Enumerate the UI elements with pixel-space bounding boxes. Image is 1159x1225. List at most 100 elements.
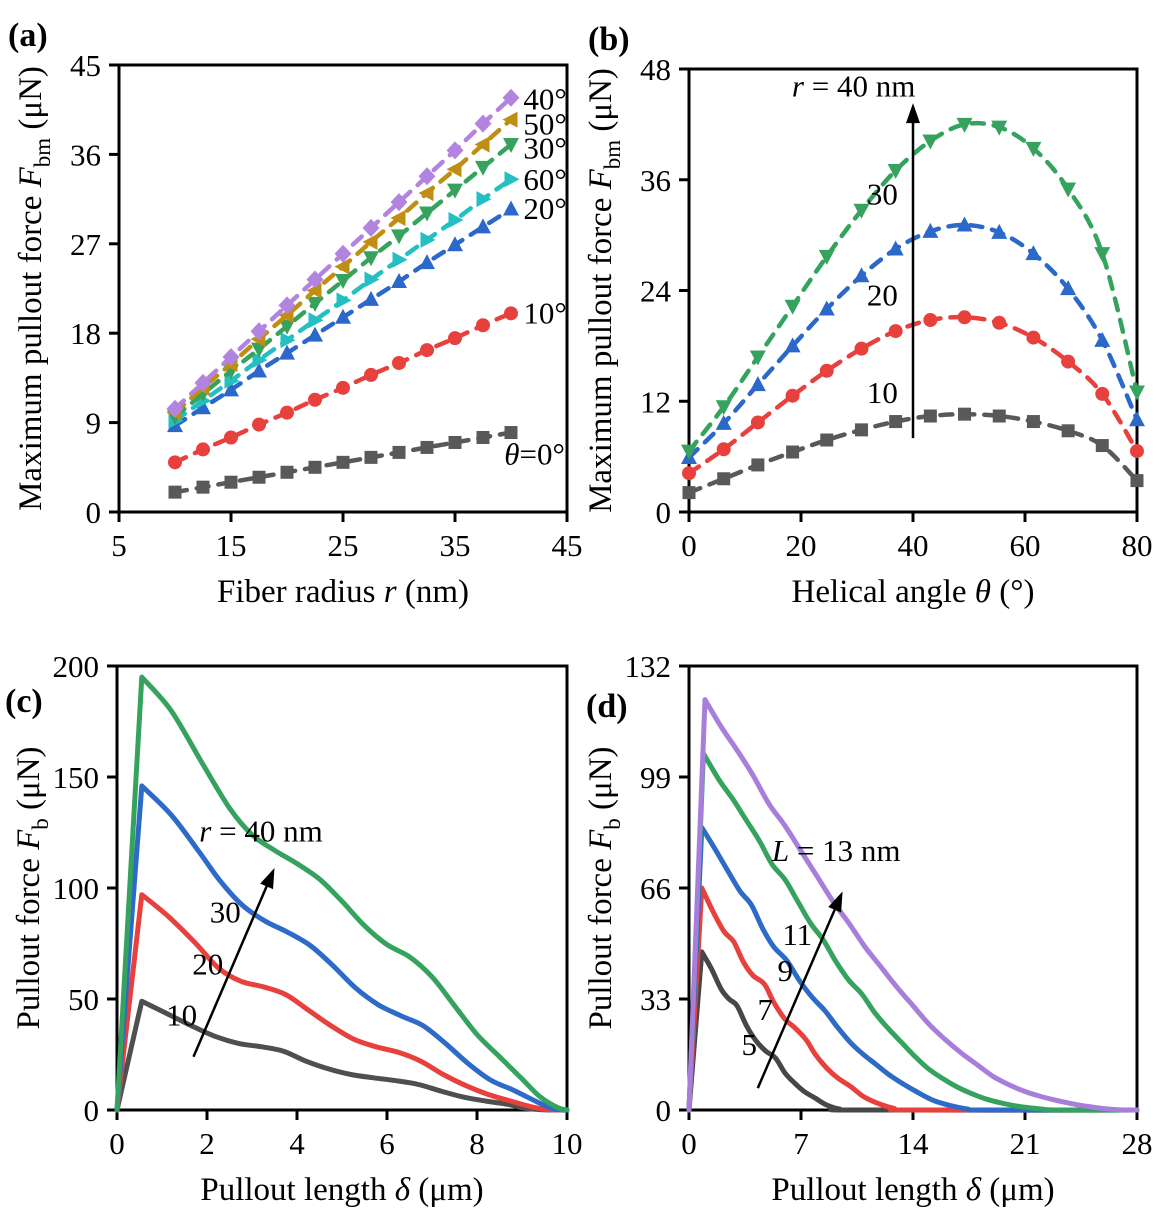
square-marker <box>751 458 765 472</box>
circle-marker <box>448 331 462 346</box>
square-marker <box>958 407 972 421</box>
series-annotation: 40° <box>523 82 566 117</box>
circle-marker <box>504 306 518 321</box>
y-tick-label: 48 <box>640 52 671 87</box>
x-tick-label: 10 <box>552 1126 583 1161</box>
panel-letter: (d) <box>586 688 628 725</box>
circle-marker <box>888 324 903 339</box>
y-tick-label: 18 <box>70 316 101 351</box>
y-tick-label: 99 <box>640 760 671 795</box>
triangle-down-marker <box>853 203 870 219</box>
triangle-right-marker <box>420 231 436 248</box>
y-axis: 0 33 66 99 132 <box>625 649 689 1128</box>
x-axis: 0 20 40 60 80 <box>681 512 1153 563</box>
y-axis: 0 12 24 36 48 <box>640 52 689 530</box>
triangle-up-marker <box>419 254 435 270</box>
series-theta-60deg <box>168 171 520 429</box>
y-tick-label: 9 <box>86 406 102 441</box>
series-theta-0deg <box>168 426 518 499</box>
diamond-marker <box>278 296 296 315</box>
x-tick-label: 40 <box>898 528 929 563</box>
x-tick-label: 0 <box>681 1126 697 1161</box>
series-annotation: 60° <box>523 162 566 197</box>
series-L-13nm <box>686 697 1140 1113</box>
series-theta-10deg <box>168 306 518 470</box>
y-tick-label: 45 <box>70 48 101 83</box>
square-marker <box>168 485 182 499</box>
circle-marker <box>992 315 1007 330</box>
triangle-up-marker <box>1094 331 1111 347</box>
diamond-marker <box>166 399 184 418</box>
circle-marker <box>957 310 972 325</box>
x-axis-title: Pullout length δ (μm) <box>771 1172 1054 1208</box>
x-tick-label: 25 <box>328 528 359 563</box>
square-marker <box>224 475 238 489</box>
x-tick-label: 0 <box>109 1126 125 1161</box>
triangle-up-marker <box>307 326 323 342</box>
series-annotation: 50° <box>523 107 566 142</box>
triangle-up-marker <box>223 381 239 397</box>
series-annotation: 9 <box>778 953 794 988</box>
triangle-down-marker <box>991 120 1008 136</box>
triangle-down-marker <box>818 249 835 265</box>
triangle-up-marker <box>922 222 939 238</box>
series-annotation: 30 <box>210 894 241 929</box>
series-L-7nm <box>686 885 1140 1113</box>
diamond-marker <box>390 193 408 212</box>
diamond-marker <box>334 244 352 263</box>
series-theta-50deg <box>166 111 518 421</box>
series-annotation: 10 <box>867 375 898 410</box>
triangle-down-marker <box>681 444 697 460</box>
triangle-down-marker <box>749 350 766 366</box>
square-marker <box>992 409 1006 423</box>
triangle-right-marker <box>224 372 240 389</box>
series-annotation: 7 <box>758 992 774 1027</box>
series-annotation: 30 <box>867 177 898 212</box>
y-tick-label: 36 <box>70 137 101 172</box>
circle-marker <box>854 341 869 356</box>
diamond-marker <box>502 88 520 107</box>
x-tick-label: 60 <box>1010 528 1041 563</box>
series-annotation: 20 <box>867 277 898 312</box>
square-marker <box>717 472 731 486</box>
square-marker <box>854 423 868 437</box>
panel-letter: (c) <box>5 683 43 720</box>
series-annotation: 30° <box>523 130 566 165</box>
square-marker <box>1061 424 1075 438</box>
annotation-arrow-head <box>906 103 920 124</box>
triangle-right-marker <box>476 191 492 208</box>
y-axis: 0 50 100 150 200 <box>53 649 117 1128</box>
y-tick-label: 36 <box>640 163 671 198</box>
series-r-30nm <box>114 783 570 1113</box>
square-marker <box>1095 439 1109 453</box>
triangle-down-marker <box>363 251 379 267</box>
y-axis-title: Maximum pullout force Fbm (μN) <box>13 66 55 511</box>
triangle-left-marker <box>306 282 322 299</box>
y-tick-label: 0 <box>656 495 672 530</box>
series-r-40nm <box>114 674 570 1113</box>
series-line <box>114 783 570 1113</box>
annotation-arrow-head <box>260 868 275 890</box>
series-L-9nm <box>686 825 1140 1113</box>
y-tick-label: 24 <box>640 274 672 309</box>
y-tick-label: 100 <box>53 871 100 906</box>
triangle-down-marker <box>503 137 519 153</box>
annotation-arrow-line <box>756 905 838 1089</box>
triangle-up-marker <box>1060 280 1077 296</box>
circle-marker <box>819 363 834 378</box>
circle-marker <box>224 430 238 445</box>
diamond-marker <box>474 114 492 133</box>
y-tick-label: 0 <box>86 495 102 530</box>
y-tick-label: 132 <box>625 649 672 684</box>
series-line <box>686 885 1140 1113</box>
triangle-right-marker <box>364 271 380 288</box>
triangle-up-marker <box>447 236 463 252</box>
circle-marker <box>1026 330 1041 345</box>
triangle-left-marker <box>502 111 518 128</box>
triangle-down-marker <box>922 134 939 150</box>
circle-marker <box>168 455 182 470</box>
circle-marker <box>1061 354 1076 369</box>
circle-marker <box>716 442 731 457</box>
triangle-right-marker <box>336 292 352 309</box>
series-L-5nm <box>686 949 1140 1113</box>
